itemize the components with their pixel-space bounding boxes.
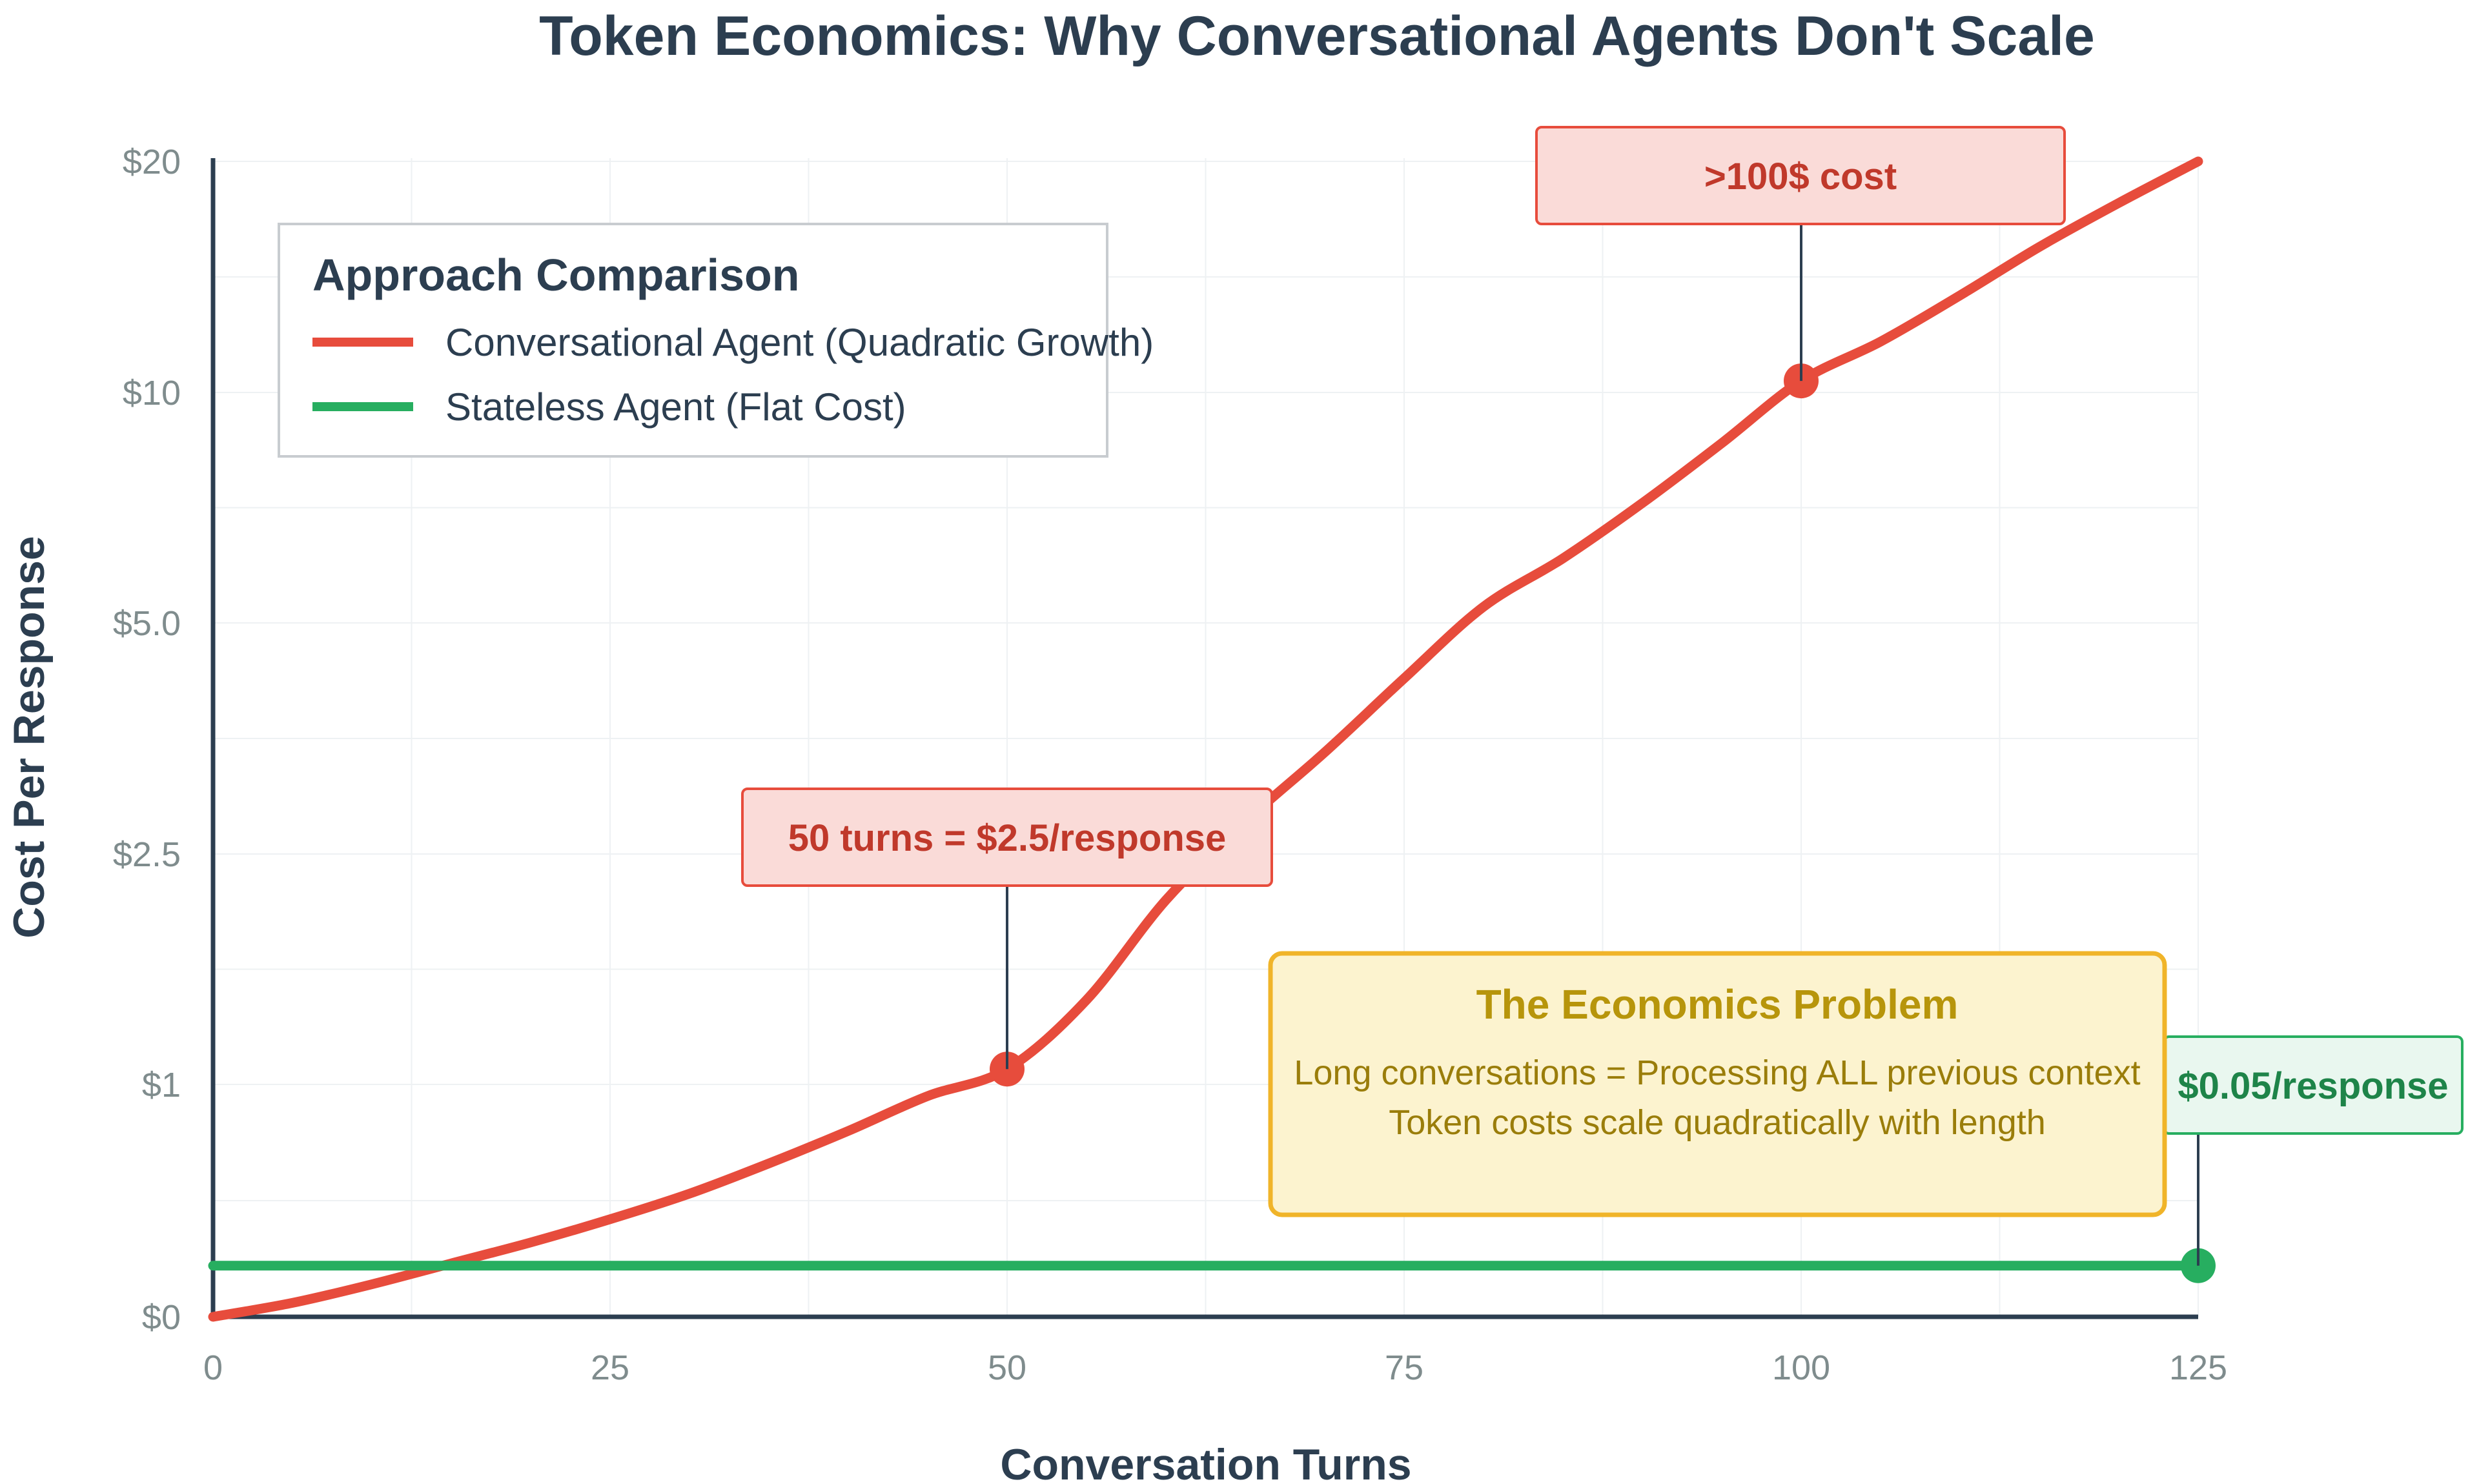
annotation-layer: 50 turns = $2.5/response >100$ cost $0.0… — [741, 126, 2464, 1266]
legend-title: Approach Comparison — [312, 250, 800, 300]
y-axis-label: Cost Per Response — [5, 536, 54, 939]
y-tick-label: $5.0 — [113, 604, 181, 643]
annotation-box-100-cost — [1535, 126, 2066, 225]
y-tick-label: $10 — [123, 374, 181, 412]
y-ticks: $0 $1 $2.5 $5.0 $10 $20 — [113, 143, 181, 1337]
annotation-text-100-cost: >100$ cost — [1704, 156, 1897, 198]
legend-label-stateless: Stateless Agent (Flat Cost) — [445, 385, 906, 429]
annotation-text-50-turns: 50 turns = $2.5/response — [788, 817, 1227, 859]
legend-label-conversational: Conversational Agent (Quadratic Growth) — [445, 321, 1154, 364]
legend-box — [278, 223, 1108, 458]
legend: Approach Comparison Conversational Agent… — [278, 223, 1154, 458]
chart-title: Token Economics: Why Conversational Agen… — [539, 5, 2095, 67]
x-tick-label: 25 — [591, 1348, 629, 1387]
x-ticks: 0 25 50 75 100 125 — [203, 1348, 2227, 1387]
x-tick-label: 75 — [1385, 1348, 1423, 1387]
economics-callout-line-1: Long conversations = Processing ALL prev… — [1294, 1053, 2140, 1092]
x-tick-label: 50 — [988, 1348, 1026, 1387]
economics-callout-box — [1268, 951, 2167, 1217]
x-axis-label: Conversation Turns — [1000, 1440, 1411, 1484]
x-tick-label: 125 — [2169, 1348, 2227, 1387]
y-tick-label: $0 — [142, 1298, 181, 1337]
annotation-box-50-turns — [741, 788, 1273, 887]
y-tick-label: $20 — [123, 143, 181, 181]
y-tick-label: $1 — [142, 1066, 181, 1104]
y-tick-label: $2.5 — [113, 835, 181, 874]
economics-callout-line-2: Token costs scale quadratically with len… — [1389, 1103, 2046, 1142]
x-tick-label: 100 — [1772, 1348, 1830, 1387]
annotation-text-stateless: $0.05/response — [2178, 1065, 2448, 1107]
economics-callout-title: The Economics Problem — [1476, 981, 1959, 1028]
x-tick-label: 0 — [203, 1348, 223, 1387]
